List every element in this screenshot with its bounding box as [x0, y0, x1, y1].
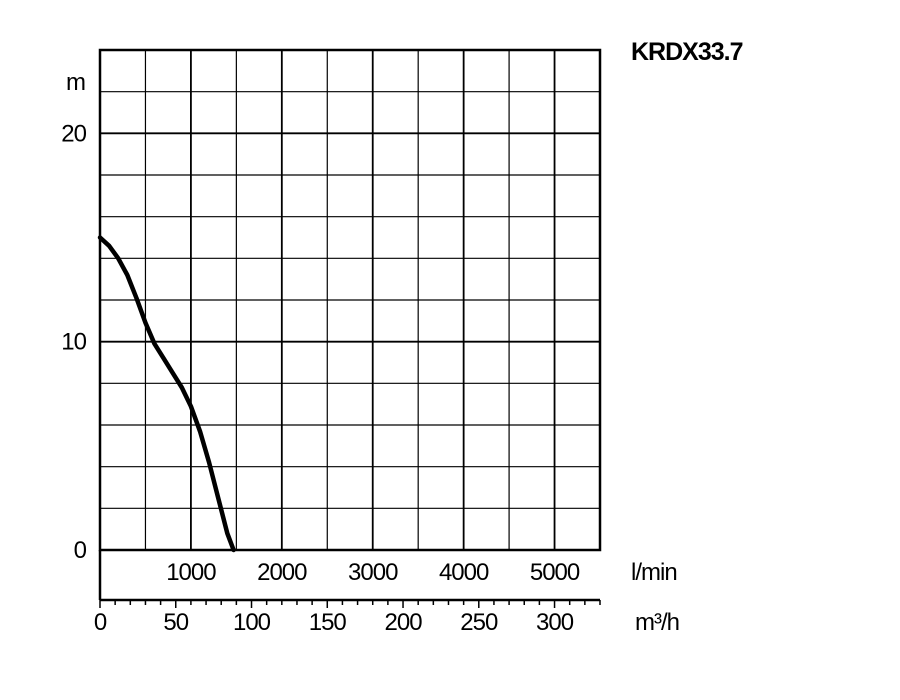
x-tick-label-lmin: 1000: [166, 559, 216, 586]
y-tick-label: 0: [74, 537, 87, 564]
x-tick-label-m3h: 100: [233, 609, 271, 636]
x-tick-label-m3h: 300: [536, 609, 574, 636]
x-tick-label-m3h: 50: [163, 609, 188, 636]
chart-title: KRDX33.7: [631, 38, 743, 66]
x-tick-label-m3h: 200: [385, 609, 423, 636]
y-tick-label: 20: [61, 120, 86, 147]
x-tick-label-lmin: 3000: [348, 559, 398, 586]
x-tick-label-m3h: 250: [460, 609, 498, 636]
curves: [97, 235, 236, 553]
performance-curve: [97, 235, 236, 553]
x-tick-label-lmin: 5000: [530, 559, 580, 586]
x-axis-unit-label-m3h: m³/h: [635, 609, 679, 636]
y-axis-unit-label: m: [66, 69, 85, 96]
y-tick-label: 10: [61, 329, 86, 356]
x-tick-label-m3h: 150: [309, 609, 347, 636]
x-tick-label-m3h: 0: [94, 609, 107, 636]
x-tick-label-lmin: 4000: [439, 559, 489, 586]
axes: [98, 48, 602, 608]
plot-frame: [98, 48, 602, 552]
x-axis-unit-label-lmin: l/min: [631, 559, 677, 586]
grid: [100, 50, 600, 550]
x-tick-label-lmin: 2000: [257, 559, 307, 586]
